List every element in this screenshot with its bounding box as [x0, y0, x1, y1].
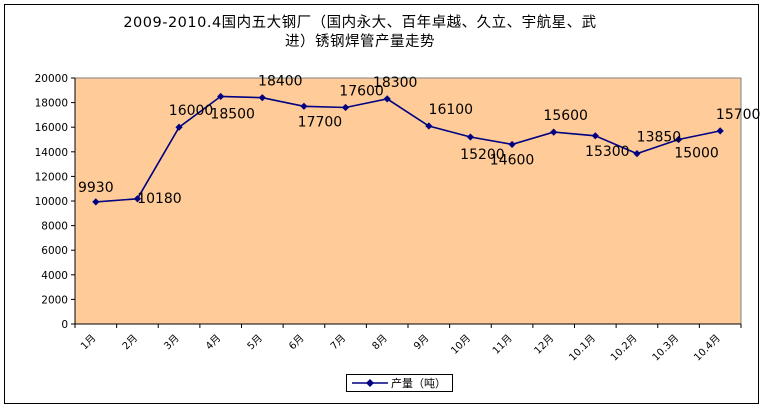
data-point	[591, 132, 599, 140]
x-tick-label: 11月	[490, 332, 515, 357]
data-point	[550, 128, 558, 136]
data-point	[300, 102, 308, 110]
legend: 产量（吨）	[346, 374, 453, 392]
data-label: 17700	[298, 114, 343, 130]
data-point	[175, 123, 183, 131]
data-label: 15200	[460, 147, 505, 163]
data-point	[508, 140, 516, 149]
data-label: 13850	[637, 130, 682, 146]
data-label: 16000	[169, 103, 214, 119]
x-tick-label: 5月	[245, 332, 265, 352]
y-tick-label: 0	[61, 319, 68, 331]
x-tick-label: 7月	[328, 332, 348, 352]
y-tick-label: 10000	[35, 196, 68, 208]
x-tick-label: 8月	[370, 332, 390, 352]
data-label: 14600	[490, 152, 535, 168]
chart-title-line-2: 进）锈钢焊管产量走势	[285, 34, 435, 50]
x-tick-label: 12月	[532, 332, 557, 357]
data-point	[425, 122, 433, 130]
plot-area	[74, 77, 742, 325]
data-label: 18500	[210, 106, 255, 122]
legend-line-marker	[352, 379, 388, 387]
chart-title-line-1: 2009-2010.4国内五大钢厂（国内永大、百年卓越、久立、宇航星、武	[123, 15, 597, 31]
y-tick-label: 4000	[41, 270, 68, 282]
data-point	[217, 92, 225, 101]
chart-title: 2009-2010.4国内五大钢厂（国内永大、百年卓越、久立、宇航星、武 进）锈…	[100, 14, 620, 52]
data-label: 15700	[716, 107, 761, 123]
y-tick-label: 20000	[35, 73, 68, 85]
x-tick-label: 1月	[78, 332, 98, 352]
data-label: 18400	[258, 74, 303, 90]
x-tick-label: 10月	[449, 332, 474, 357]
data-label: 9930	[78, 180, 114, 196]
x-tick-label: 10.4月	[692, 332, 723, 363]
legend-label: 产量（吨）	[391, 377, 446, 390]
y-tick-label: 8000	[41, 221, 68, 233]
series-line	[95, 95, 721, 203]
data-point	[633, 150, 641, 158]
data-label: 18300	[373, 75, 418, 91]
y-tick-label: 16000	[35, 122, 68, 134]
x-tick-label: 3月	[162, 332, 182, 352]
y-tick-label: 2000	[41, 294, 68, 306]
y-tick-label: 6000	[41, 245, 68, 257]
y-tick-label: 12000	[35, 171, 68, 183]
data-label: 15000	[674, 146, 719, 162]
data-point	[383, 95, 391, 103]
x-tick-label: 9月	[411, 332, 431, 352]
x-tick-label: 6月	[287, 332, 307, 352]
data-point	[341, 103, 350, 112]
y-tick-label: 18000	[35, 98, 68, 110]
y-tick-label: 14000	[35, 147, 68, 159]
x-tick-label: 4月	[203, 332, 223, 352]
x-tick-label: 2月	[120, 332, 140, 352]
data-label: 15600	[543, 108, 588, 124]
x-tick-label: 10.1月	[567, 332, 598, 363]
data-label: 15300	[585, 144, 630, 160]
data-point	[258, 94, 266, 102]
data-point	[92, 198, 100, 206]
x-tick-label: 10.3月	[650, 332, 681, 363]
data-point	[674, 135, 683, 144]
data-point	[133, 195, 142, 203]
data-point	[716, 127, 724, 135]
x-tick-label: 10.2月	[608, 332, 639, 363]
data-point	[466, 133, 475, 141]
data-label: 17600	[339, 84, 384, 100]
data-label: 10180	[137, 191, 182, 207]
data-label: 16100	[429, 102, 474, 118]
